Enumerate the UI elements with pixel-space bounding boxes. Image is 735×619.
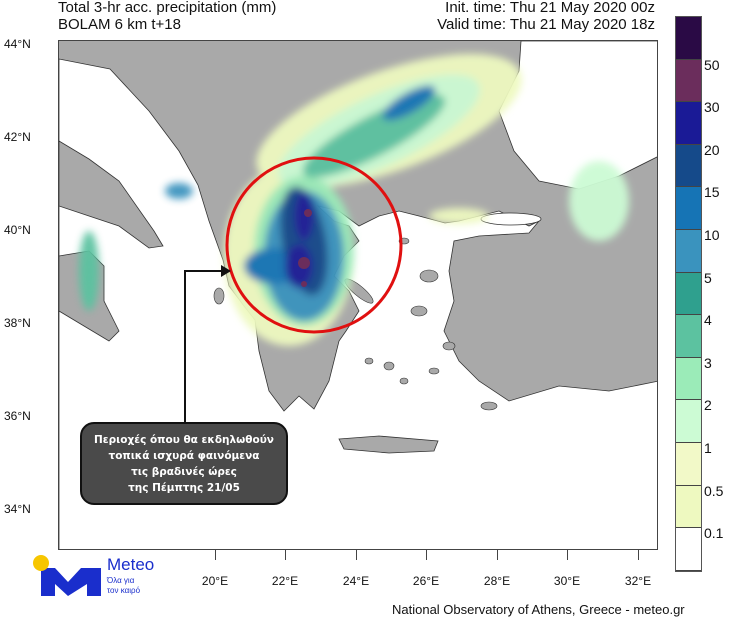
intense-cells <box>298 209 312 287</box>
lat-label: 40°N <box>4 223 31 237</box>
lat-label: 42°N <box>4 130 31 144</box>
logo-tagline: Όλα για <box>107 576 135 585</box>
legend-label: 1 <box>704 440 712 456</box>
lon-tick <box>285 550 286 560</box>
legend-swatch <box>676 400 701 443</box>
legend-swatch <box>676 442 701 486</box>
lat-label: 38°N <box>4 316 31 330</box>
legend-swatch <box>676 528 701 571</box>
annotation-line: της Πέμπτης 21/05 <box>128 481 240 494</box>
highlight-circle <box>225 156 403 334</box>
legend-label: 3 <box>704 354 712 371</box>
legend-label: 0.5 <box>704 482 724 499</box>
legend-label: 0.1 <box>704 525 724 542</box>
arrowhead-icon <box>221 265 231 277</box>
legend-label: 5 <box>704 269 712 286</box>
legend-label: 20 <box>704 141 720 158</box>
color-legend <box>675 16 702 572</box>
legend-swatch <box>676 17 701 60</box>
lon-label: 22°E <box>271 574 299 588</box>
model-label: BOLAM 6 km t+18 <box>58 16 181 33</box>
legend-swatch <box>676 485 701 529</box>
legend-label: 10 <box>704 227 720 243</box>
legend-swatch <box>676 229 701 273</box>
lon-tick <box>426 550 427 560</box>
annotation-arrow <box>184 270 225 426</box>
legend-swatch <box>676 357 701 401</box>
annotation-box: Περιοχές όπου θα εκδηλωθούν τοπικά ισχυρ… <box>80 422 288 505</box>
legend-label: 15 <box>704 184 720 201</box>
precipitation-field <box>79 53 629 346</box>
crete <box>338 435 439 454</box>
lon-label: 24°E <box>342 574 370 588</box>
map-title: Total 3-hr acc. precipitation (mm) <box>58 0 277 16</box>
italy-heel <box>59 140 164 249</box>
lon-label: 26°E <box>412 574 440 588</box>
legend-label: 30 <box>704 99 720 116</box>
lat-label: 44°N <box>4 37 31 51</box>
annotation-line: τοπικά ισχυρά φαινόμενα <box>108 449 260 462</box>
sea-of-marmara <box>480 212 542 226</box>
lon-tick <box>567 550 568 560</box>
aegean-islands <box>213 237 498 411</box>
logo-tagline: τον καιρό <box>107 586 141 595</box>
legend-label: 2 <box>704 397 712 414</box>
legend-swatch <box>676 272 701 316</box>
legend-label: 50 <box>704 56 720 73</box>
valid-time: Valid time: Thu 21 May 2020 18z <box>437 16 655 33</box>
legend-swatch <box>676 315 701 358</box>
meteo-logo: Meteo Όλα για τον καιρό <box>33 554 183 604</box>
lon-label: 28°E <box>483 574 511 588</box>
logo-name: Meteo <box>107 555 155 574</box>
init-time: Init. time: Thu 21 May 2020 00z <box>445 0 655 16</box>
annotation-line: Περιοχές όπου θα εκδηλωθούν <box>94 433 274 446</box>
lon-tick <box>356 550 357 560</box>
lat-label: 36°N <box>4 409 31 423</box>
lon-label: 32°E <box>624 574 652 588</box>
lon-label: 30°E <box>553 574 581 588</box>
legend-swatch <box>676 102 701 145</box>
legend-label: 4 <box>704 312 712 329</box>
lat-label: 34°N <box>4 502 31 516</box>
legend-swatch <box>676 187 701 230</box>
annotation-line: τις βραδινές ώρες <box>131 465 237 478</box>
lon-tick <box>638 550 639 560</box>
footer-credit: National Observatory of Athens, Greece -… <box>392 602 685 617</box>
legend-swatch <box>676 144 701 188</box>
lon-label: 20°E <box>201 574 229 588</box>
lon-tick <box>497 550 498 560</box>
lon-tick <box>215 550 216 560</box>
legend-swatch <box>676 59 701 103</box>
logo-mark-icon <box>33 555 101 596</box>
